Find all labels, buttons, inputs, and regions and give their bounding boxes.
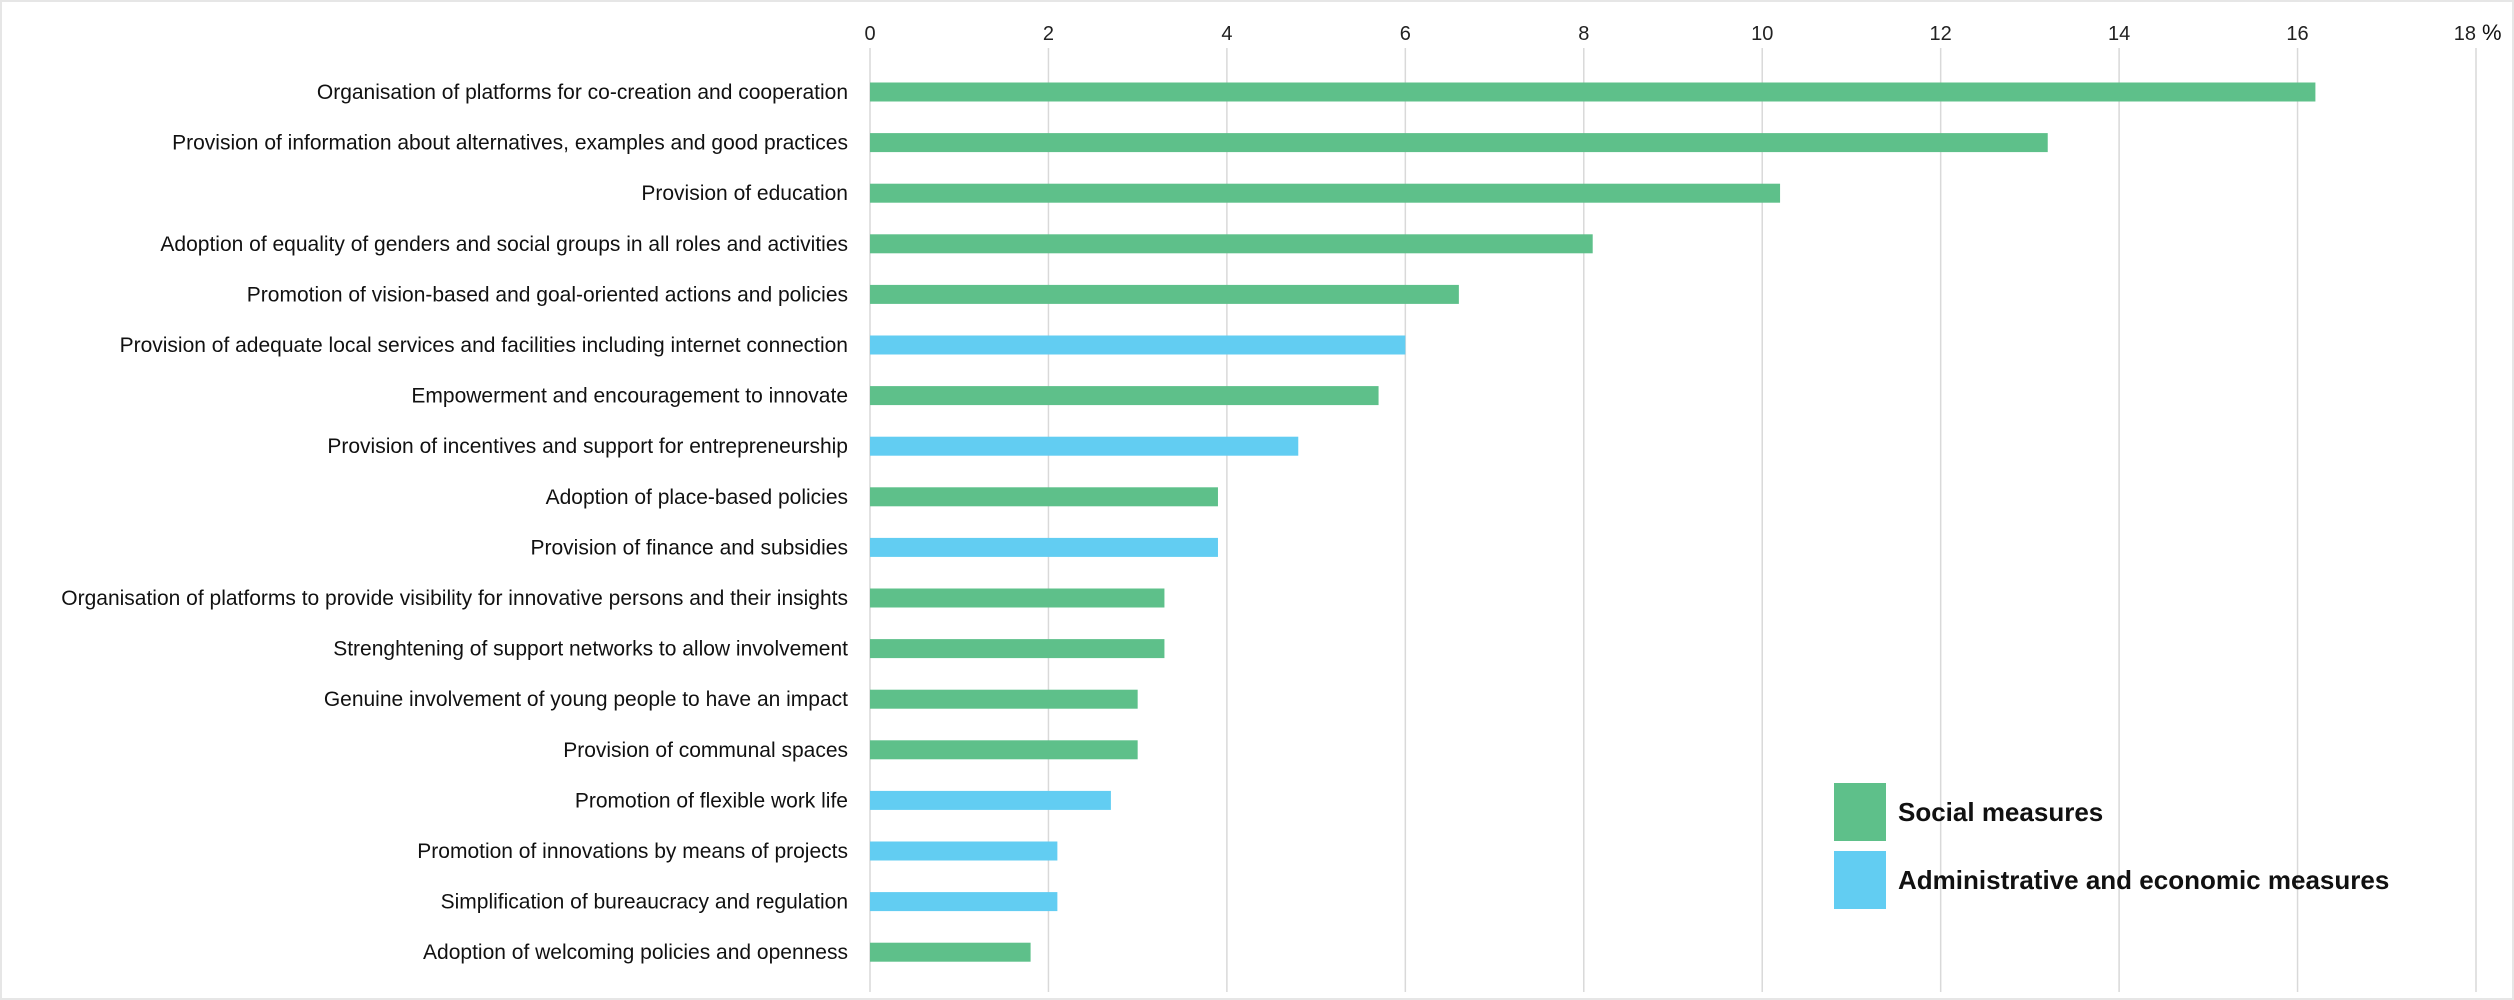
x-tick-label: 18 [2454,23,2476,45]
legend-label-social: Social measures [1898,797,2103,827]
x-tick-label: 14 [2108,23,2130,45]
category-label: Strenghtening of support networks to all… [333,638,848,661]
category-label: Adoption of place-based policies [546,486,848,509]
category-label: Promotion of innovations by means of pro… [417,840,848,863]
x-tick-label: 0 [864,23,875,45]
category-label: Provision of incentives and support for … [327,435,848,458]
bars [870,82,2316,962]
x-tick-label: 8 [1578,23,1589,45]
category-label: Provision of education [641,182,848,205]
category-label: Provision of finance and subsidies [530,536,848,559]
legend: Social measures Administrative and econom… [1834,783,2389,909]
bar [870,942,1031,962]
category-label: Genuine involvement of young people to h… [324,688,848,711]
x-tick-label: 6 [1400,23,1411,45]
bar [870,487,1218,507]
legend-swatch-admin [1834,851,1886,909]
bar [870,740,1138,760]
x-axis-ticks: 0 2 4 6 8 10 12 14 16 18 [864,23,2476,45]
category-labels: Organisation of platforms for co-creatio… [61,81,848,964]
category-label: Simplification of bureaucracy and regula… [441,891,848,914]
x-tick-label: 12 [1930,23,1952,45]
bar [870,82,2316,102]
category-label: Organisation of platforms to provide vis… [61,587,848,610]
x-tick-label: 4 [1221,23,1232,45]
bar [870,133,2048,153]
x-tick-label: 10 [1751,23,1773,45]
category-label: Empowerment and encouragement to innovat… [411,385,848,408]
bar [870,689,1138,709]
gridlines [869,48,2477,992]
bar [870,841,1058,861]
category-label: Adoption of welcoming policies and openn… [423,941,848,964]
bar [870,436,1299,456]
legend-swatch-social [1834,783,1886,841]
category-label: Provision of information about alternati… [172,132,848,155]
bar [870,335,1406,355]
bar [870,234,1593,254]
bar [870,892,1058,912]
x-tick-label: 2 [1043,23,1054,45]
x-axis-unit-label: % [2482,20,2502,45]
bar [870,284,1459,304]
bar [870,639,1165,659]
category-label: Organisation of platforms for co-creatio… [317,81,848,104]
bar [870,790,1111,810]
bar [870,183,1781,203]
legend-label-admin: Administrative and economic measures [1898,865,2389,895]
category-label: Provision of communal spaces [563,739,848,762]
bar [870,588,1165,608]
x-tick-label: 16 [2286,23,2308,45]
bar [870,537,1218,557]
category-label: Provision of adequate local services and… [120,334,848,357]
category-label: Adoption of equality of genders and soci… [160,233,848,256]
bar [870,386,1379,406]
category-label: Promotion of vision-based and goal-orien… [247,283,848,306]
category-label: Promotion of flexible work life [575,789,848,812]
